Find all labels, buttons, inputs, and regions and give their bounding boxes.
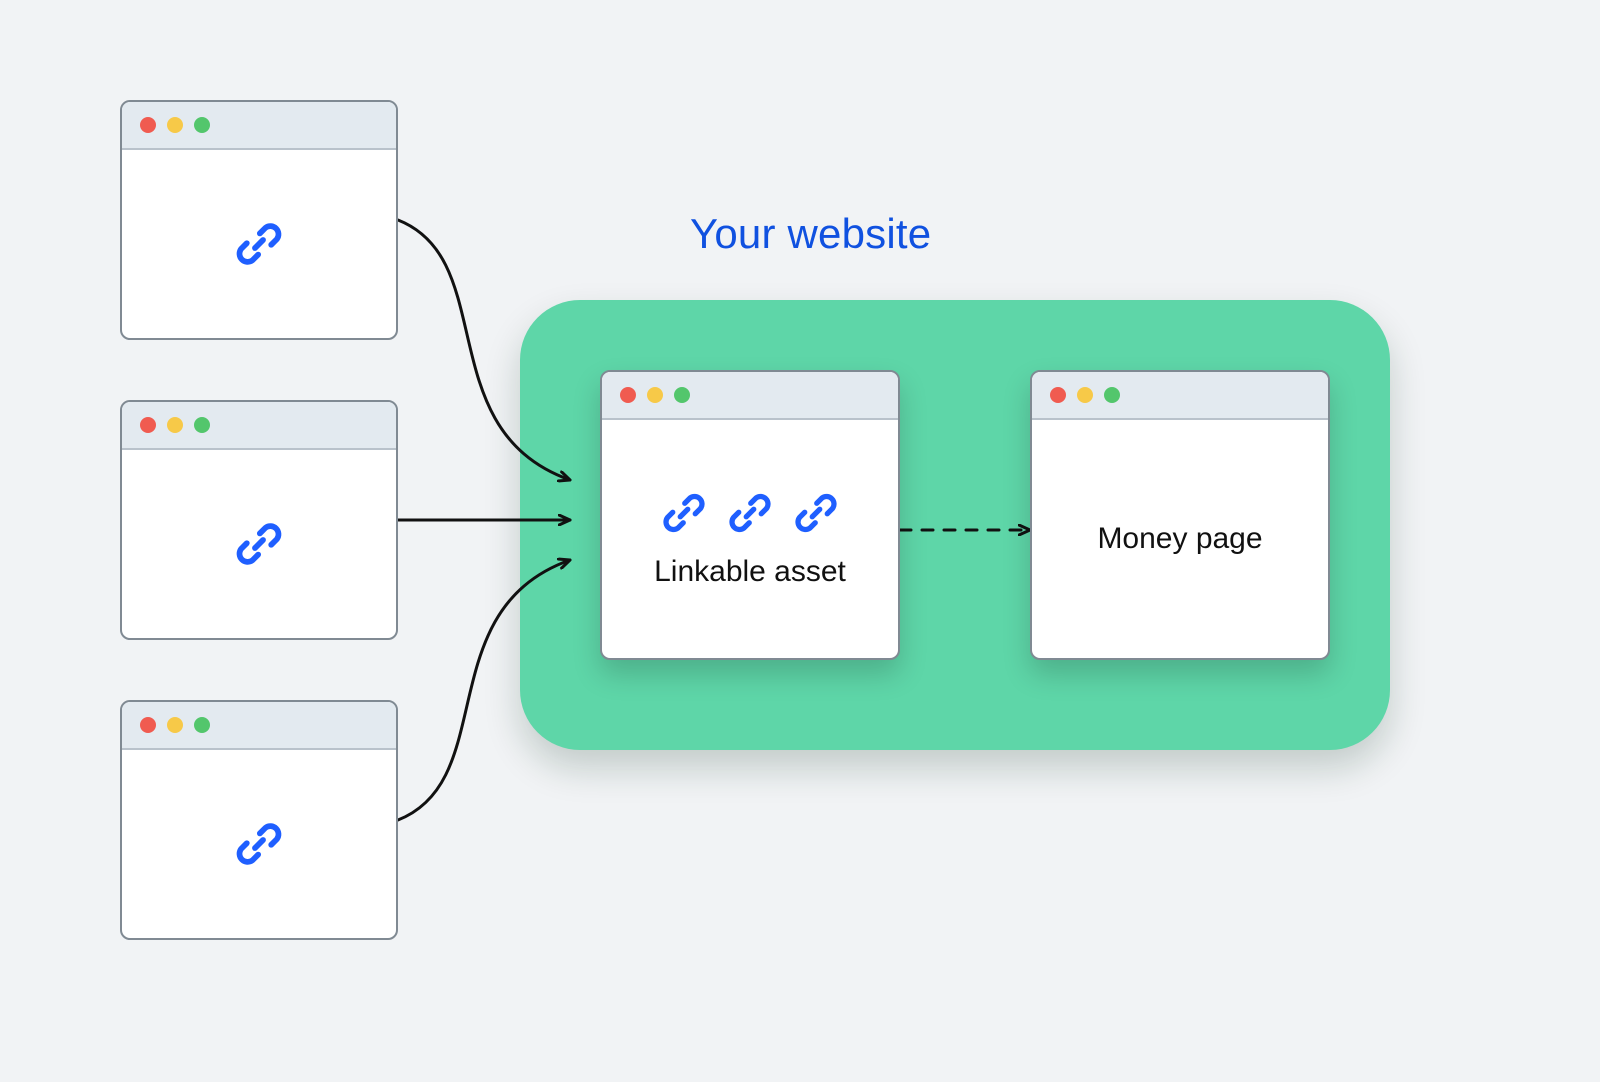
minimize-dot-icon: [647, 387, 663, 403]
browser-body: [122, 750, 396, 938]
browser-body: [122, 150, 396, 338]
browser-titlebar: [122, 402, 396, 450]
zoom-dot-icon: [194, 717, 210, 733]
link-icon: [726, 489, 774, 537]
zoom-dot-icon: [1104, 387, 1120, 403]
minimize-dot-icon: [167, 417, 183, 433]
external-page-1: [120, 100, 398, 340]
close-dot-icon: [140, 417, 156, 433]
minimize-dot-icon: [1077, 387, 1093, 403]
zoom-dot-icon: [194, 117, 210, 133]
zoom-dot-icon: [674, 387, 690, 403]
browser-body: Money page: [1032, 420, 1328, 658]
close-dot-icon: [140, 117, 156, 133]
link-icon: [792, 489, 840, 537]
close-dot-icon: [1050, 387, 1066, 403]
money-page-window: Money page: [1030, 370, 1330, 660]
browser-body: [122, 450, 396, 638]
minimize-dot-icon: [167, 117, 183, 133]
link-icon: [233, 818, 285, 870]
linkable-asset-window: Linkable asset: [600, 370, 900, 660]
minimize-dot-icon: [167, 717, 183, 733]
external-page-3: [120, 700, 398, 940]
diagram-canvas: Your website: [0, 0, 1600, 1082]
browser-body: Linkable asset: [602, 420, 898, 658]
link-icon: [233, 218, 285, 270]
browser-titlebar: [122, 102, 396, 150]
close-dot-icon: [620, 387, 636, 403]
browser-titlebar: [602, 372, 898, 420]
link-icon: [660, 489, 708, 537]
close-dot-icon: [140, 717, 156, 733]
external-page-2: [120, 400, 398, 640]
money-page-caption: Money page: [1097, 522, 1262, 556]
link-icon: [233, 518, 285, 570]
linkable-asset-caption: Linkable asset: [654, 555, 846, 589]
link-icons-row: [660, 489, 840, 537]
zoom-dot-icon: [194, 417, 210, 433]
heading-your-website: Your website: [690, 210, 931, 258]
browser-titlebar: [1032, 372, 1328, 420]
browser-titlebar: [122, 702, 396, 750]
